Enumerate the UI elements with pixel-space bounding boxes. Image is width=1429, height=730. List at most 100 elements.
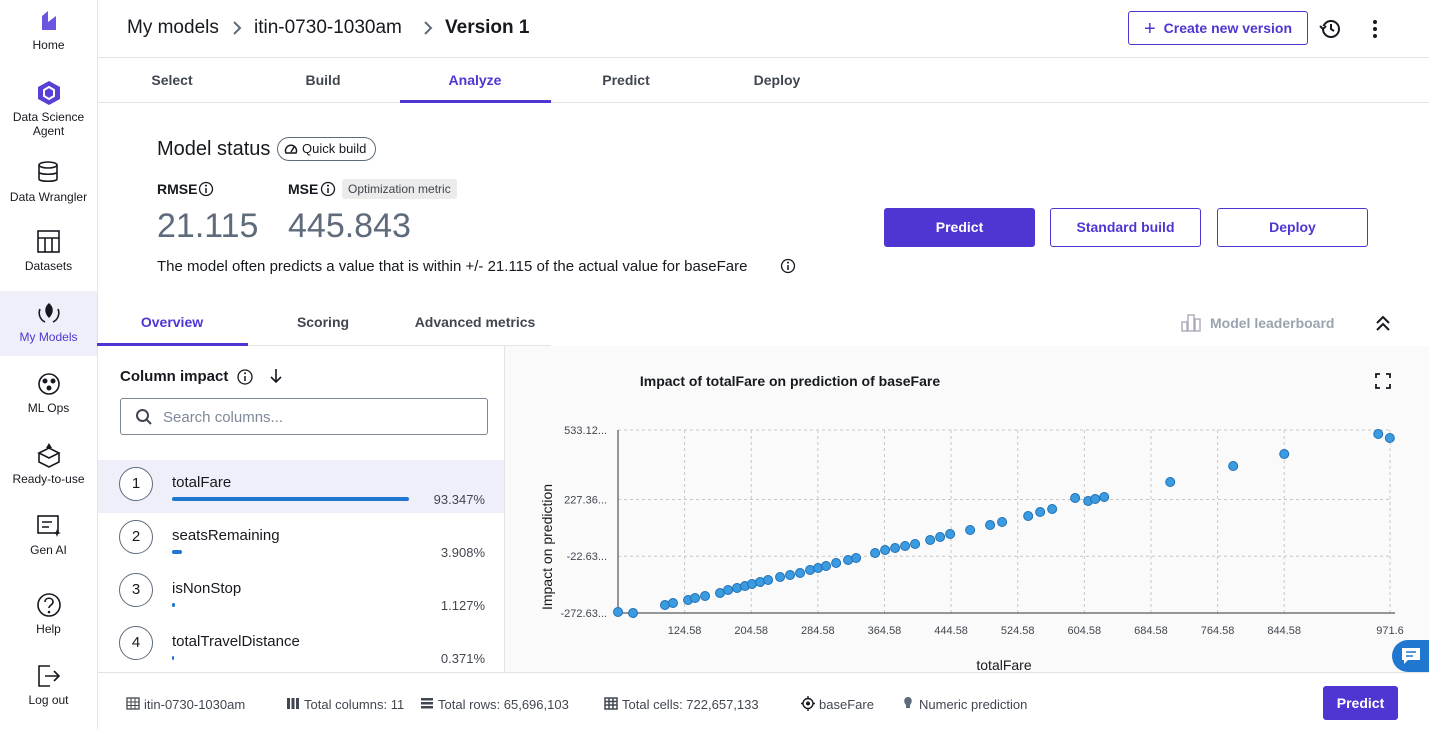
chevron: [233, 21, 242, 35]
deploy-button[interactable]: Deploy: [1217, 208, 1368, 247]
footer: itin-0730-1030am Total columns: 11 Total r…: [98, 672, 1429, 730]
search-input[interactable]: Search columns...: [120, 398, 488, 435]
sort-icon[interactable]: [268, 367, 284, 385]
nav-item[interactable]: My Models: [0, 291, 97, 356]
feedback-button[interactable]: [1392, 640, 1429, 672]
footer-icon: [604, 696, 618, 714]
info-icon[interactable]: [236, 368, 254, 386]
impact-bar: [172, 550, 182, 554]
impact-value: 0.371%: [440, 651, 485, 666]
badge: Quick build: [277, 137, 377, 161]
icon: [126, 697, 140, 710]
subtab[interactable]: Overview: [140, 314, 204, 330]
footer-icon: [801, 696, 815, 714]
standard-build-button[interactable]: Standard build: [1050, 208, 1201, 247]
impact-row[interactable]: 1 totalFare 93.347%: [98, 460, 504, 513]
nav-icon: [36, 515, 61, 537]
nav-icon: [36, 593, 61, 617]
badge-label: Quick build: [302, 141, 367, 156]
nav-item[interactable]: Home: [0, 8, 97, 52]
footer-predict-button[interactable]: Predict: [1323, 686, 1398, 720]
search-icon: [136, 409, 152, 425]
breadcrumb-current: Version 1: [445, 17, 530, 38]
footer-item: itin-0730-1030am: [144, 697, 246, 712]
nav-label: Datasets: [24, 259, 73, 273]
history-icon[interactable]: [1319, 17, 1343, 41]
impact-row[interactable]: 3 isNonStop 1.127%: [98, 566, 504, 619]
footer-item: Total columns: 11: [304, 697, 405, 712]
nav-item[interactable]: Log out: [0, 663, 97, 707]
impact-row[interactable]: 4 totalTravelDistance 0.371%: [98, 619, 504, 672]
rank-badge: 4: [119, 626, 153, 660]
nav-icon: [36, 230, 60, 253]
nav-label: My Models: [19, 330, 78, 344]
breadcrumb-item[interactable]: itin-0730-1030am: [254, 17, 402, 38]
impact-value: 3.908%: [440, 545, 485, 560]
info-icon[interactable]: [320, 181, 336, 197]
nav-icon: [37, 81, 60, 105]
nav-label: Help: [36, 622, 61, 636]
create-version-button[interactable]: + Create new version: [1128, 11, 1308, 45]
tab[interactable]: Deploy: [753, 72, 801, 88]
icon: [421, 698, 433, 709]
footer-icon: [901, 696, 915, 714]
info-icon[interactable]: [780, 258, 796, 274]
metric-value: 21.115: [157, 207, 259, 245]
subtab[interactable]: Scoring: [296, 314, 350, 330]
fullscreen-icon[interactable]: [1375, 373, 1391, 389]
tab[interactable]: Analyze: [448, 72, 502, 88]
column-name: totalTravelDistance: [172, 633, 300, 650]
impact-value: 93.347%: [433, 492, 485, 507]
predict-button[interactable]: Predict: [884, 208, 1035, 247]
nav-item[interactable]: Data Science Agent: [0, 80, 97, 138]
nav-item[interactable]: Ready-to-use: [0, 442, 97, 486]
button-label: Create new version: [1163, 20, 1293, 36]
panel-title: Column impact: [120, 368, 229, 385]
tab[interactable]: Select: [151, 72, 193, 88]
chart-panel: [505, 346, 1429, 672]
footer-item: baseFare: [819, 697, 874, 712]
nav-item[interactable]: Data Wrangler: [0, 160, 97, 204]
impact-bar: [172, 497, 410, 501]
description: The model often predicts a value that is…: [157, 258, 748, 275]
nav-label: Ready-to-use: [12, 472, 85, 486]
footer-item: Total rows: 65,696,103: [438, 697, 569, 712]
tab-divider: [98, 102, 1429, 103]
icon: [287, 698, 299, 709]
subtab[interactable]: Advanced metrics: [414, 314, 536, 330]
nav-label: Log out: [28, 693, 69, 707]
nav-label: Home: [32, 38, 65, 52]
nav-icon: [41, 11, 56, 30]
column-name: totalFare: [172, 474, 232, 491]
nav-label: Gen AI: [30, 543, 67, 557]
subtab-divider: [98, 345, 551, 346]
tab[interactable]: Build: [305, 72, 341, 88]
breadcrumb-item[interactable]: My models: [127, 17, 219, 38]
sidebar: Home Data Science Agent Data Wrangler Datas…: [0, 0, 98, 729]
chevron: [424, 21, 433, 35]
nav-label: Data Science Agent: [12, 110, 85, 138]
subtab-indicator: [97, 343, 248, 346]
impact-value: 1.127%: [440, 598, 485, 613]
nav-item[interactable]: Gen AI: [0, 513, 97, 557]
icon: [801, 696, 815, 711]
tab[interactable]: Predict: [602, 72, 650, 88]
column-name: seatsRemaining: [172, 527, 280, 544]
info-icon[interactable]: [198, 181, 214, 197]
rank-badge: 3: [119, 573, 153, 607]
nav-item[interactable]: ML Ops: [0, 371, 97, 415]
impact-row[interactable]: 2 seatsRemaining 3.908%: [98, 513, 504, 566]
rank-badge: 1: [119, 467, 153, 501]
tab-indicator: [400, 100, 551, 103]
more-icon[interactable]: [1369, 17, 1381, 41]
impact-bar: [172, 603, 175, 607]
nav-icon: [37, 303, 60, 323]
leaderboard-link[interactable]: Model leaderboard: [1210, 315, 1335, 331]
leaderboard-icon[interactable]: [1181, 314, 1201, 332]
collapse-icon[interactable]: [1375, 314, 1391, 332]
nav-item[interactable]: Datasets: [0, 229, 97, 273]
rank-badge: 2: [119, 520, 153, 554]
panel-divider: [504, 346, 505, 672]
nav-item[interactable]: Help: [0, 592, 97, 636]
